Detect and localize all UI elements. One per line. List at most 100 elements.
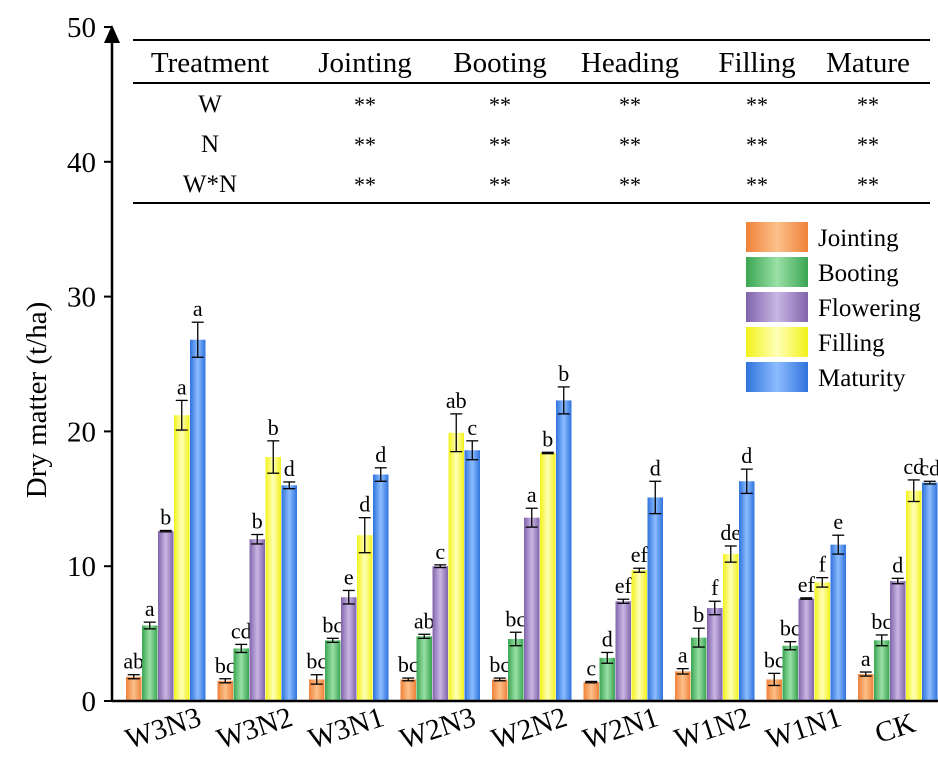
table-cell: **: [354, 132, 376, 157]
bar: [281, 485, 297, 701]
bar: [615, 601, 631, 701]
table-cell: **: [746, 132, 768, 157]
significance-letter: b: [693, 602, 704, 627]
significance-letter: c: [586, 655, 596, 680]
significance-letter: a: [678, 643, 688, 668]
bar: [766, 679, 782, 701]
x-axis-tick-labels: W3N3 W3N2 W3N1 W2N3 W2N2 W2N1 W1N2 W1N1 CK: [122, 701, 920, 755]
table-cell: **: [857, 132, 879, 157]
legend-swatch: [746, 327, 808, 357]
bar: [890, 581, 906, 701]
significance-letter: bc: [322, 612, 343, 637]
significance-letter: ef: [615, 573, 633, 598]
legend-label: Filling: [818, 330, 885, 357]
x-tick-label: W1N1: [762, 701, 845, 755]
y-axis-ticks: 0 10 20 30 40 50: [67, 12, 112, 718]
bar: [583, 682, 599, 701]
bar: [190, 339, 206, 701]
y-tick-label: 50: [67, 12, 96, 44]
bar: [798, 598, 814, 701]
table-header-cell: Jointing: [318, 47, 411, 79]
x-tick-label: W2N1: [579, 701, 662, 755]
significance-letter: b: [558, 361, 569, 386]
significance-letter: de: [720, 520, 741, 545]
y-tick-label: 20: [67, 416, 96, 448]
y-tick-label: 40: [67, 147, 96, 179]
bar: [464, 450, 480, 701]
bar: [691, 637, 707, 701]
bar: [158, 531, 174, 701]
bar: [647, 497, 663, 701]
legend: Jointing Booting Flowering Filling Maturity: [746, 222, 921, 392]
significance-letter: c: [467, 415, 477, 440]
y-tick-label: 30: [67, 282, 96, 314]
x-tick-label: W1N2: [671, 701, 754, 755]
x-tick-label: W2N2: [488, 701, 571, 755]
significance-letter: ef: [798, 572, 816, 597]
significance-letter: d: [375, 442, 386, 467]
significance-letter: e: [344, 564, 354, 589]
legend-swatch: [746, 257, 808, 287]
bar: [723, 554, 739, 701]
bar: [432, 566, 448, 701]
bar: [739, 481, 755, 701]
table-cell: **: [489, 132, 511, 157]
legend-swatch: [746, 292, 808, 322]
table-cell: **: [489, 92, 511, 117]
significance-letter: d: [650, 455, 661, 480]
x-tick-label: W3N3: [122, 701, 205, 755]
y-axis-arrow-icon: [104, 25, 120, 43]
bar: [675, 671, 691, 701]
significance-letter: bc: [780, 616, 801, 641]
significance-letter: ab: [414, 608, 435, 633]
bar: [631, 570, 647, 701]
bar: [325, 640, 341, 701]
significance-table: Treatment Jointing Booting Heading Filling Ma…: [133, 39, 930, 204]
significance-letter: bc: [505, 606, 526, 631]
bar: [309, 679, 325, 701]
table-cell: **: [619, 172, 641, 197]
bar: [373, 474, 389, 701]
significance-letter: d: [284, 456, 295, 481]
y-axis-title: Dry matter (t/ha): [21, 302, 53, 498]
significance-letter: b: [542, 426, 553, 451]
bar: [906, 490, 922, 701]
bars-layer: ababaabccdbbdbcbceddbcabcabcbcbcabbcdefe…: [123, 296, 938, 701]
bar: [508, 638, 524, 701]
bar: [357, 535, 373, 701]
significance-letter: ab: [446, 388, 467, 413]
significance-letter: bc: [489, 652, 510, 677]
bar: [341, 597, 357, 701]
significance-letter: b: [252, 509, 263, 534]
x-tick-label: W3N1: [305, 701, 388, 755]
bar: [874, 640, 890, 701]
bar: [174, 415, 190, 701]
table-cell: **: [746, 172, 768, 197]
significance-letter: bc: [398, 652, 419, 677]
bar: [233, 648, 249, 701]
table-cell: **: [489, 172, 511, 197]
significance-letter: d: [602, 626, 613, 651]
bar: [540, 452, 556, 701]
bar: [126, 676, 142, 701]
bar: [217, 680, 233, 701]
significance-letter: f: [819, 552, 827, 577]
bar: [265, 457, 281, 701]
table-cell: **: [746, 92, 768, 117]
table-header-cell: Treatment: [151, 47, 269, 79]
table-cell: **: [354, 172, 376, 197]
bar: [599, 657, 615, 701]
table-cell: **: [857, 172, 879, 197]
bar: [707, 607, 723, 701]
bar: [922, 482, 938, 701]
y-tick-label: 10: [67, 551, 96, 583]
legend-swatch: [746, 362, 808, 392]
bar: [830, 544, 846, 701]
significance-letter: a: [145, 596, 155, 621]
x-tick-label: W3N2: [213, 701, 296, 755]
significance-letter: f: [711, 575, 719, 600]
bar: [492, 679, 508, 701]
bar: [448, 432, 464, 701]
x-tick-label: W2N3: [396, 701, 479, 755]
